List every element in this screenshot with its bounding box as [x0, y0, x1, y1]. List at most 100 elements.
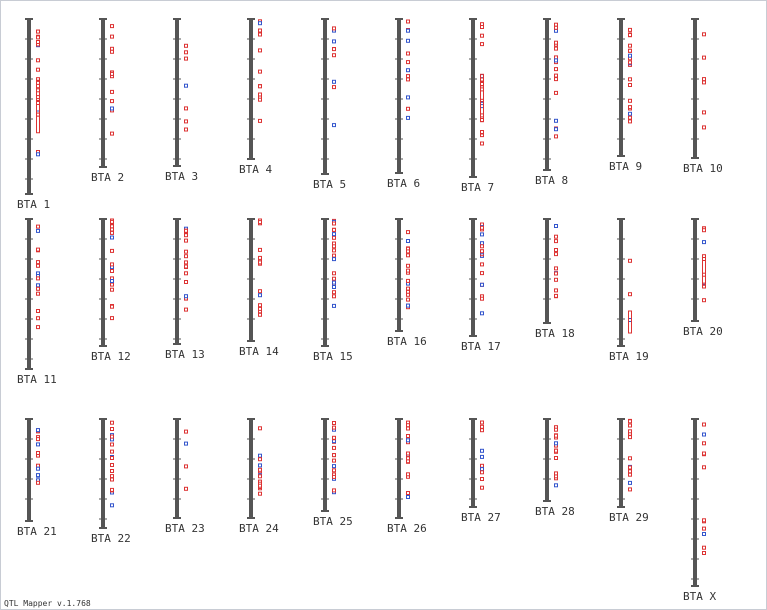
chromosome-bar [397, 219, 401, 331]
qtl-marker [332, 468, 336, 473]
qtl-marker [332, 271, 336, 276]
qtl-marker [258, 69, 262, 74]
qtl-marker [554, 90, 558, 95]
chromosome-bar [397, 19, 401, 173]
qtl-marker [406, 456, 410, 461]
qtl-marker [332, 227, 336, 232]
qtl-marker [332, 425, 336, 430]
qtl-marker [36, 451, 40, 455]
qtl-marker [554, 134, 558, 139]
chromosome-label: BTA 24 [239, 522, 279, 535]
qtl-marker [628, 423, 632, 428]
qtl-marker [36, 58, 40, 63]
qtl-marker [628, 435, 632, 440]
qtl-marker [258, 84, 262, 89]
qtl-marker [702, 532, 706, 536]
chromosome-label: BTA 26 [387, 522, 427, 535]
qtl-marker [36, 67, 40, 72]
qtl-marker [110, 269, 114, 273]
qtl-marker [406, 286, 410, 291]
qtl-marker [258, 474, 262, 479]
chromosome-label: BTA 14 [239, 345, 279, 358]
qtl-marker [332, 303, 336, 308]
qtl-marker [110, 89, 114, 94]
qtl-marker [480, 420, 484, 425]
chromosome-label: BTA 25 [313, 515, 353, 528]
qtl-marker [554, 40, 558, 45]
qtl-marker [332, 474, 336, 479]
qtl-marker [480, 311, 484, 316]
qtl-marker [258, 426, 262, 431]
chromosome-label: BTA 10 [683, 162, 723, 175]
qtl-marker [332, 221, 336, 226]
qtl-marker [406, 51, 410, 56]
qtl-marker [628, 43, 632, 48]
qtl-marker [628, 480, 632, 485]
qtl-marker [480, 33, 484, 38]
qtl-marker [36, 480, 40, 485]
chromosome-bar [619, 419, 623, 507]
qtl-marker [406, 230, 410, 235]
qtl-marker [110, 487, 114, 492]
qtl-marker [480, 454, 484, 459]
qtl-marker [332, 445, 336, 450]
qtl-marker [554, 58, 558, 63]
qtl-marker [332, 248, 336, 253]
qtl-marker [628, 60, 632, 65]
qtl-marker [36, 228, 40, 233]
qtl-marker [480, 467, 484, 472]
qtl-marker [332, 53, 336, 58]
qtl-interval [480, 73, 484, 123]
qtl-marker [406, 438, 410, 443]
chromosome-bar [693, 219, 697, 321]
qtl-marker [702, 240, 706, 245]
qtl-marker [258, 32, 262, 37]
qtl-marker [480, 428, 484, 433]
chromosome-bar [323, 419, 327, 511]
qtl-marker [332, 458, 336, 463]
qtl-marker [258, 118, 262, 123]
chromosome-bar [323, 219, 327, 346]
qtl-marker [36, 442, 40, 447]
chromosome-label: BTA 20 [683, 325, 723, 338]
qtl-interval [36, 79, 40, 134]
qtl-marker [332, 280, 336, 285]
chromosome-label: BTA 4 [239, 163, 272, 176]
qtl-marker [36, 276, 40, 281]
qtl-marker [480, 232, 484, 237]
qtl-marker [628, 33, 632, 37]
qtl-marker [110, 131, 114, 136]
qtl-marker [406, 38, 410, 43]
qtl-marker [702, 551, 706, 555]
qtl-marker [110, 49, 114, 54]
qtl-marker [36, 291, 40, 296]
qtl-marker [702, 228, 706, 233]
qtl-marker [554, 239, 558, 244]
qtl-marker [258, 293, 262, 298]
chromosome-label: BTA 5 [313, 178, 346, 191]
qtl-marker [258, 220, 262, 225]
qtl-marker [36, 29, 40, 34]
qtl-marker [110, 434, 114, 439]
qtl-marker [110, 71, 114, 76]
qtl-marker [184, 264, 188, 269]
qtl-marker [554, 277, 558, 282]
qtl-marker [628, 48, 632, 53]
qtl-marker [702, 298, 706, 303]
qtl-marker [406, 239, 410, 243]
qtl-marker [110, 469, 114, 473]
qtl-marker [110, 304, 114, 309]
qtl-marker [332, 294, 336, 299]
qtl-marker [110, 248, 114, 253]
qtl-marker [628, 419, 632, 424]
qtl-marker [628, 429, 632, 434]
qtl-marker [258, 289, 262, 294]
qtl-marker [702, 110, 706, 115]
qtl-marker [628, 487, 632, 492]
qtl-marker [36, 428, 40, 433]
qtl-marker [702, 432, 706, 437]
qtl-marker [110, 503, 114, 508]
qtl-marker [332, 285, 336, 289]
qtl-marker [480, 130, 484, 134]
